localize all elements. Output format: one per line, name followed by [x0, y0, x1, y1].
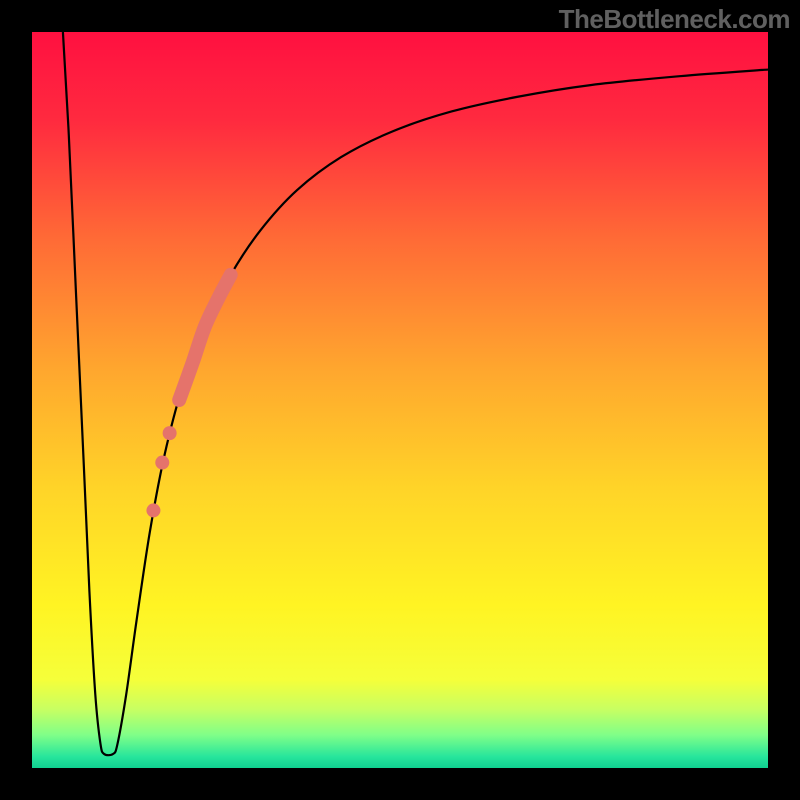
- highlight-dot: [155, 456, 169, 470]
- bottleneck-chart: [0, 0, 800, 800]
- watermark-text: TheBottleneck.com: [559, 4, 790, 35]
- highlight-dot: [146, 503, 160, 517]
- chart-background: [32, 32, 768, 768]
- highlight-dot: [163, 426, 177, 440]
